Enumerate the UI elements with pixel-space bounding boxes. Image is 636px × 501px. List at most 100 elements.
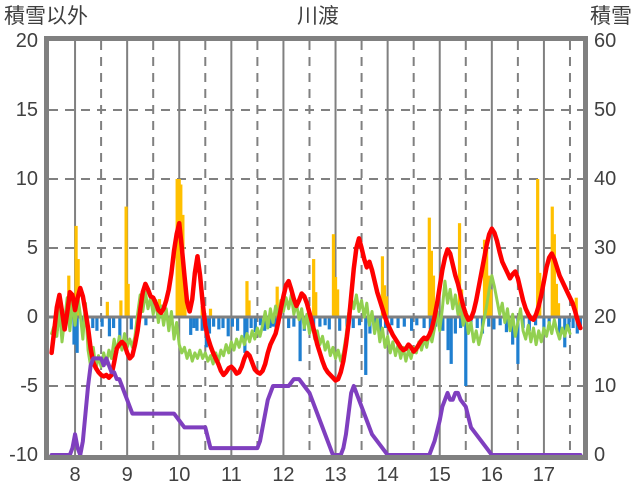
bar-precip-positive bbox=[247, 300, 251, 317]
bar-precip-negative bbox=[449, 317, 453, 364]
bar-precip-positive bbox=[550, 206, 554, 317]
bar-precip-negative bbox=[338, 317, 342, 331]
bar-precip-negative bbox=[195, 317, 199, 331]
bar-precip-negative bbox=[243, 317, 247, 353]
bar-precip-negative bbox=[428, 317, 432, 330]
bar-precip-negative bbox=[373, 317, 377, 327]
bar-precip-negative bbox=[226, 317, 230, 337]
bar-precip-positive bbox=[489, 289, 493, 317]
bar-precip-negative bbox=[118, 317, 122, 340]
bar-precip-positive bbox=[105, 301, 109, 317]
bar-precip-positive bbox=[554, 283, 559, 317]
bar-precip-negative bbox=[487, 317, 491, 327]
bar-precip-negative bbox=[441, 317, 445, 331]
bar-precip-negative bbox=[245, 317, 249, 337]
bar-precip-negative bbox=[100, 317, 104, 327]
bar-precip-positive bbox=[74, 225, 78, 317]
plot-inner bbox=[49, 41, 583, 455]
bar-precip-negative bbox=[323, 317, 327, 326]
x-tick-label: 10 bbox=[168, 464, 191, 486]
bar-precip-positive bbox=[208, 308, 213, 317]
bar-precip-negative bbox=[72, 317, 76, 345]
bar-precip-negative bbox=[533, 317, 538, 326]
right-tick-label: 50 bbox=[594, 99, 617, 121]
bar-precip-negative bbox=[396, 317, 400, 329]
bar-precip-negative bbox=[542, 317, 546, 330]
left-tick-label: 10 bbox=[15, 168, 38, 190]
bar-precip-negative bbox=[464, 317, 468, 386]
bar-precip-negative bbox=[207, 317, 212, 334]
bar-precip-negative bbox=[567, 317, 571, 331]
bar-precip-negative bbox=[129, 317, 133, 330]
bar-precip-negative bbox=[95, 317, 99, 331]
bar-precip-negative bbox=[253, 317, 257, 333]
bar-precip-negative bbox=[91, 317, 95, 329]
bar-precip-positive bbox=[245, 281, 249, 317]
bar-precip-negative bbox=[298, 317, 302, 362]
bar-precip-positive bbox=[124, 206, 128, 317]
chart-canvas bbox=[49, 41, 583, 455]
right-tick-label: 40 bbox=[594, 168, 617, 190]
bar-precip-negative bbox=[75, 317, 79, 353]
bar-precip-positive bbox=[333, 276, 338, 317]
right-axis-title: 積雪 bbox=[590, 5, 632, 28]
bar-precip-negative bbox=[221, 317, 225, 329]
line-max-temperature bbox=[49, 220, 583, 383]
bar-precip-negative bbox=[292, 317, 296, 327]
bar-precip-positive bbox=[314, 292, 318, 317]
bar-precip-positive bbox=[175, 179, 179, 317]
bar-precip-positive bbox=[380, 256, 385, 317]
left-tick-label: 20 bbox=[15, 30, 38, 52]
right-tick-label: 10 bbox=[594, 375, 617, 397]
bar-precip-negative bbox=[217, 317, 221, 330]
bar-precip-negative bbox=[453, 317, 457, 334]
bar-precip-negative bbox=[235, 317, 240, 331]
bar-precip-negative bbox=[402, 317, 406, 327]
bar-precip-negative bbox=[571, 317, 575, 329]
bar-precip-negative bbox=[527, 317, 531, 331]
x-tick-label: 16 bbox=[480, 464, 503, 486]
left-tick-label: 5 bbox=[26, 237, 38, 259]
left-tick-label: 15 bbox=[15, 99, 38, 121]
bar-precip-negative bbox=[249, 317, 253, 329]
bar-precip-negative bbox=[475, 317, 479, 329]
chart-title: 川渡 bbox=[297, 5, 339, 28]
bar-precip-positive bbox=[331, 234, 336, 317]
bar-precip-negative bbox=[263, 317, 267, 331]
bar-precip-positive bbox=[312, 259, 316, 317]
right-tick-label: 30 bbox=[594, 237, 617, 259]
x-tick-label: 8 bbox=[69, 464, 81, 486]
bar-precip-negative bbox=[415, 317, 419, 326]
x-tick-label: 13 bbox=[324, 464, 347, 486]
bar-precip-negative bbox=[351, 317, 355, 329]
bar-precip-positive bbox=[431, 275, 436, 317]
bar-precip-negative bbox=[327, 317, 331, 330]
bar-precip-positive bbox=[336, 289, 340, 317]
bar-precip-negative bbox=[390, 317, 394, 326]
bar-precip-negative bbox=[557, 317, 562, 340]
plot-area bbox=[44, 36, 588, 460]
x-tick-label: 15 bbox=[428, 464, 451, 486]
bar-precip-negative bbox=[144, 317, 148, 326]
bar-precip-negative bbox=[378, 317, 382, 337]
x-tick-label: 17 bbox=[532, 464, 556, 486]
right-tick-label: 0 bbox=[594, 444, 606, 466]
bar-precip-positive bbox=[183, 289, 187, 317]
bar-precip-negative bbox=[200, 317, 204, 331]
right-tick-label: 60 bbox=[594, 30, 617, 52]
left-tick-label: 0 bbox=[26, 306, 38, 328]
right-tick-label: 20 bbox=[594, 306, 617, 328]
bar-precip-positive bbox=[126, 283, 130, 317]
bar-precip-positive bbox=[552, 234, 556, 317]
bar-precip-positive bbox=[485, 248, 489, 317]
bar-precip-negative bbox=[422, 317, 426, 329]
bar-precip-positive bbox=[382, 285, 387, 317]
bar-precip-positive bbox=[119, 300, 123, 317]
bar-precip-negative bbox=[287, 317, 291, 329]
bar-precip-negative bbox=[364, 317, 368, 375]
x-tick-label: 9 bbox=[121, 464, 133, 486]
x-tick-label: 12 bbox=[272, 464, 295, 486]
bar-precip-negative bbox=[498, 317, 502, 326]
bar-precip-positive bbox=[427, 217, 431, 317]
